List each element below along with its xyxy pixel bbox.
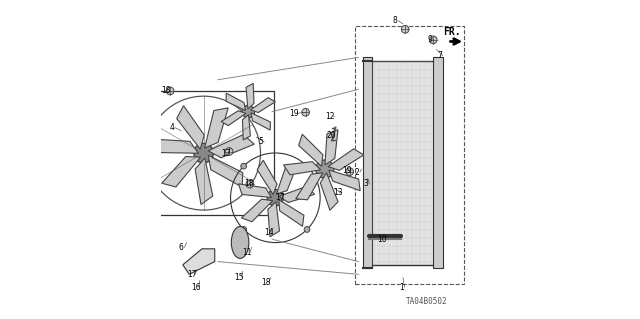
Circle shape bbox=[225, 148, 233, 155]
Text: 14: 14 bbox=[264, 228, 274, 237]
Circle shape bbox=[241, 226, 246, 232]
Text: 16: 16 bbox=[191, 283, 200, 292]
Polygon shape bbox=[299, 134, 323, 167]
Polygon shape bbox=[183, 249, 215, 274]
Bar bbox=[371, 61, 435, 265]
Polygon shape bbox=[239, 184, 271, 197]
Circle shape bbox=[241, 163, 246, 169]
Text: 15: 15 bbox=[234, 273, 243, 282]
Ellipse shape bbox=[134, 166, 154, 204]
Circle shape bbox=[316, 160, 334, 178]
Text: 8: 8 bbox=[392, 16, 397, 25]
Polygon shape bbox=[329, 170, 360, 191]
Bar bbox=[433, 57, 443, 268]
Circle shape bbox=[401, 26, 409, 33]
Text: 18: 18 bbox=[244, 179, 254, 188]
Polygon shape bbox=[162, 157, 200, 187]
Circle shape bbox=[166, 87, 174, 95]
Polygon shape bbox=[279, 200, 304, 226]
Text: 19: 19 bbox=[342, 166, 352, 175]
Ellipse shape bbox=[231, 226, 249, 258]
Polygon shape bbox=[279, 186, 315, 203]
Text: 10: 10 bbox=[378, 235, 387, 244]
Text: 3: 3 bbox=[364, 179, 369, 188]
Polygon shape bbox=[251, 113, 270, 130]
Polygon shape bbox=[321, 173, 338, 210]
Polygon shape bbox=[208, 155, 243, 187]
Polygon shape bbox=[205, 108, 228, 148]
Text: 18: 18 bbox=[161, 86, 171, 95]
Polygon shape bbox=[284, 162, 321, 175]
Bar bbox=[355, 26, 463, 284]
Text: 4: 4 bbox=[169, 123, 174, 132]
Circle shape bbox=[267, 189, 284, 206]
Polygon shape bbox=[250, 98, 275, 113]
Circle shape bbox=[346, 168, 353, 175]
Text: 13: 13 bbox=[333, 189, 342, 197]
Text: 11: 11 bbox=[243, 248, 252, 256]
Text: 17: 17 bbox=[275, 193, 285, 202]
Polygon shape bbox=[221, 111, 246, 126]
Polygon shape bbox=[246, 83, 254, 109]
Text: 20: 20 bbox=[326, 131, 336, 140]
Text: 17: 17 bbox=[188, 270, 197, 279]
Text: 18: 18 bbox=[261, 278, 271, 287]
Bar bbox=[363, 57, 372, 268]
Polygon shape bbox=[195, 158, 212, 204]
Polygon shape bbox=[325, 130, 338, 165]
Polygon shape bbox=[226, 93, 246, 111]
Text: 7: 7 bbox=[437, 51, 442, 60]
Polygon shape bbox=[243, 115, 250, 140]
Text: TA04B0502: TA04B0502 bbox=[406, 297, 448, 306]
Text: 19: 19 bbox=[290, 109, 300, 118]
Bar bbox=[133, 91, 274, 216]
Text: 1: 1 bbox=[399, 283, 404, 292]
Text: 9: 9 bbox=[428, 35, 433, 44]
Polygon shape bbox=[241, 199, 273, 222]
Polygon shape bbox=[328, 149, 364, 170]
Text: 12: 12 bbox=[325, 112, 334, 121]
Polygon shape bbox=[276, 165, 297, 194]
Text: 2: 2 bbox=[355, 168, 359, 177]
Polygon shape bbox=[208, 135, 254, 158]
Circle shape bbox=[304, 163, 310, 169]
Polygon shape bbox=[296, 173, 323, 200]
Text: 5: 5 bbox=[259, 137, 264, 146]
Circle shape bbox=[194, 143, 213, 163]
Circle shape bbox=[246, 180, 253, 188]
Polygon shape bbox=[177, 106, 204, 149]
Text: 6: 6 bbox=[179, 243, 184, 252]
Circle shape bbox=[302, 108, 310, 116]
Polygon shape bbox=[257, 160, 277, 195]
Polygon shape bbox=[268, 202, 280, 237]
Circle shape bbox=[242, 105, 255, 118]
Polygon shape bbox=[154, 139, 198, 153]
Circle shape bbox=[304, 226, 310, 232]
Circle shape bbox=[429, 36, 437, 44]
Text: 17: 17 bbox=[221, 149, 230, 158]
Text: FR.: FR. bbox=[443, 27, 460, 37]
